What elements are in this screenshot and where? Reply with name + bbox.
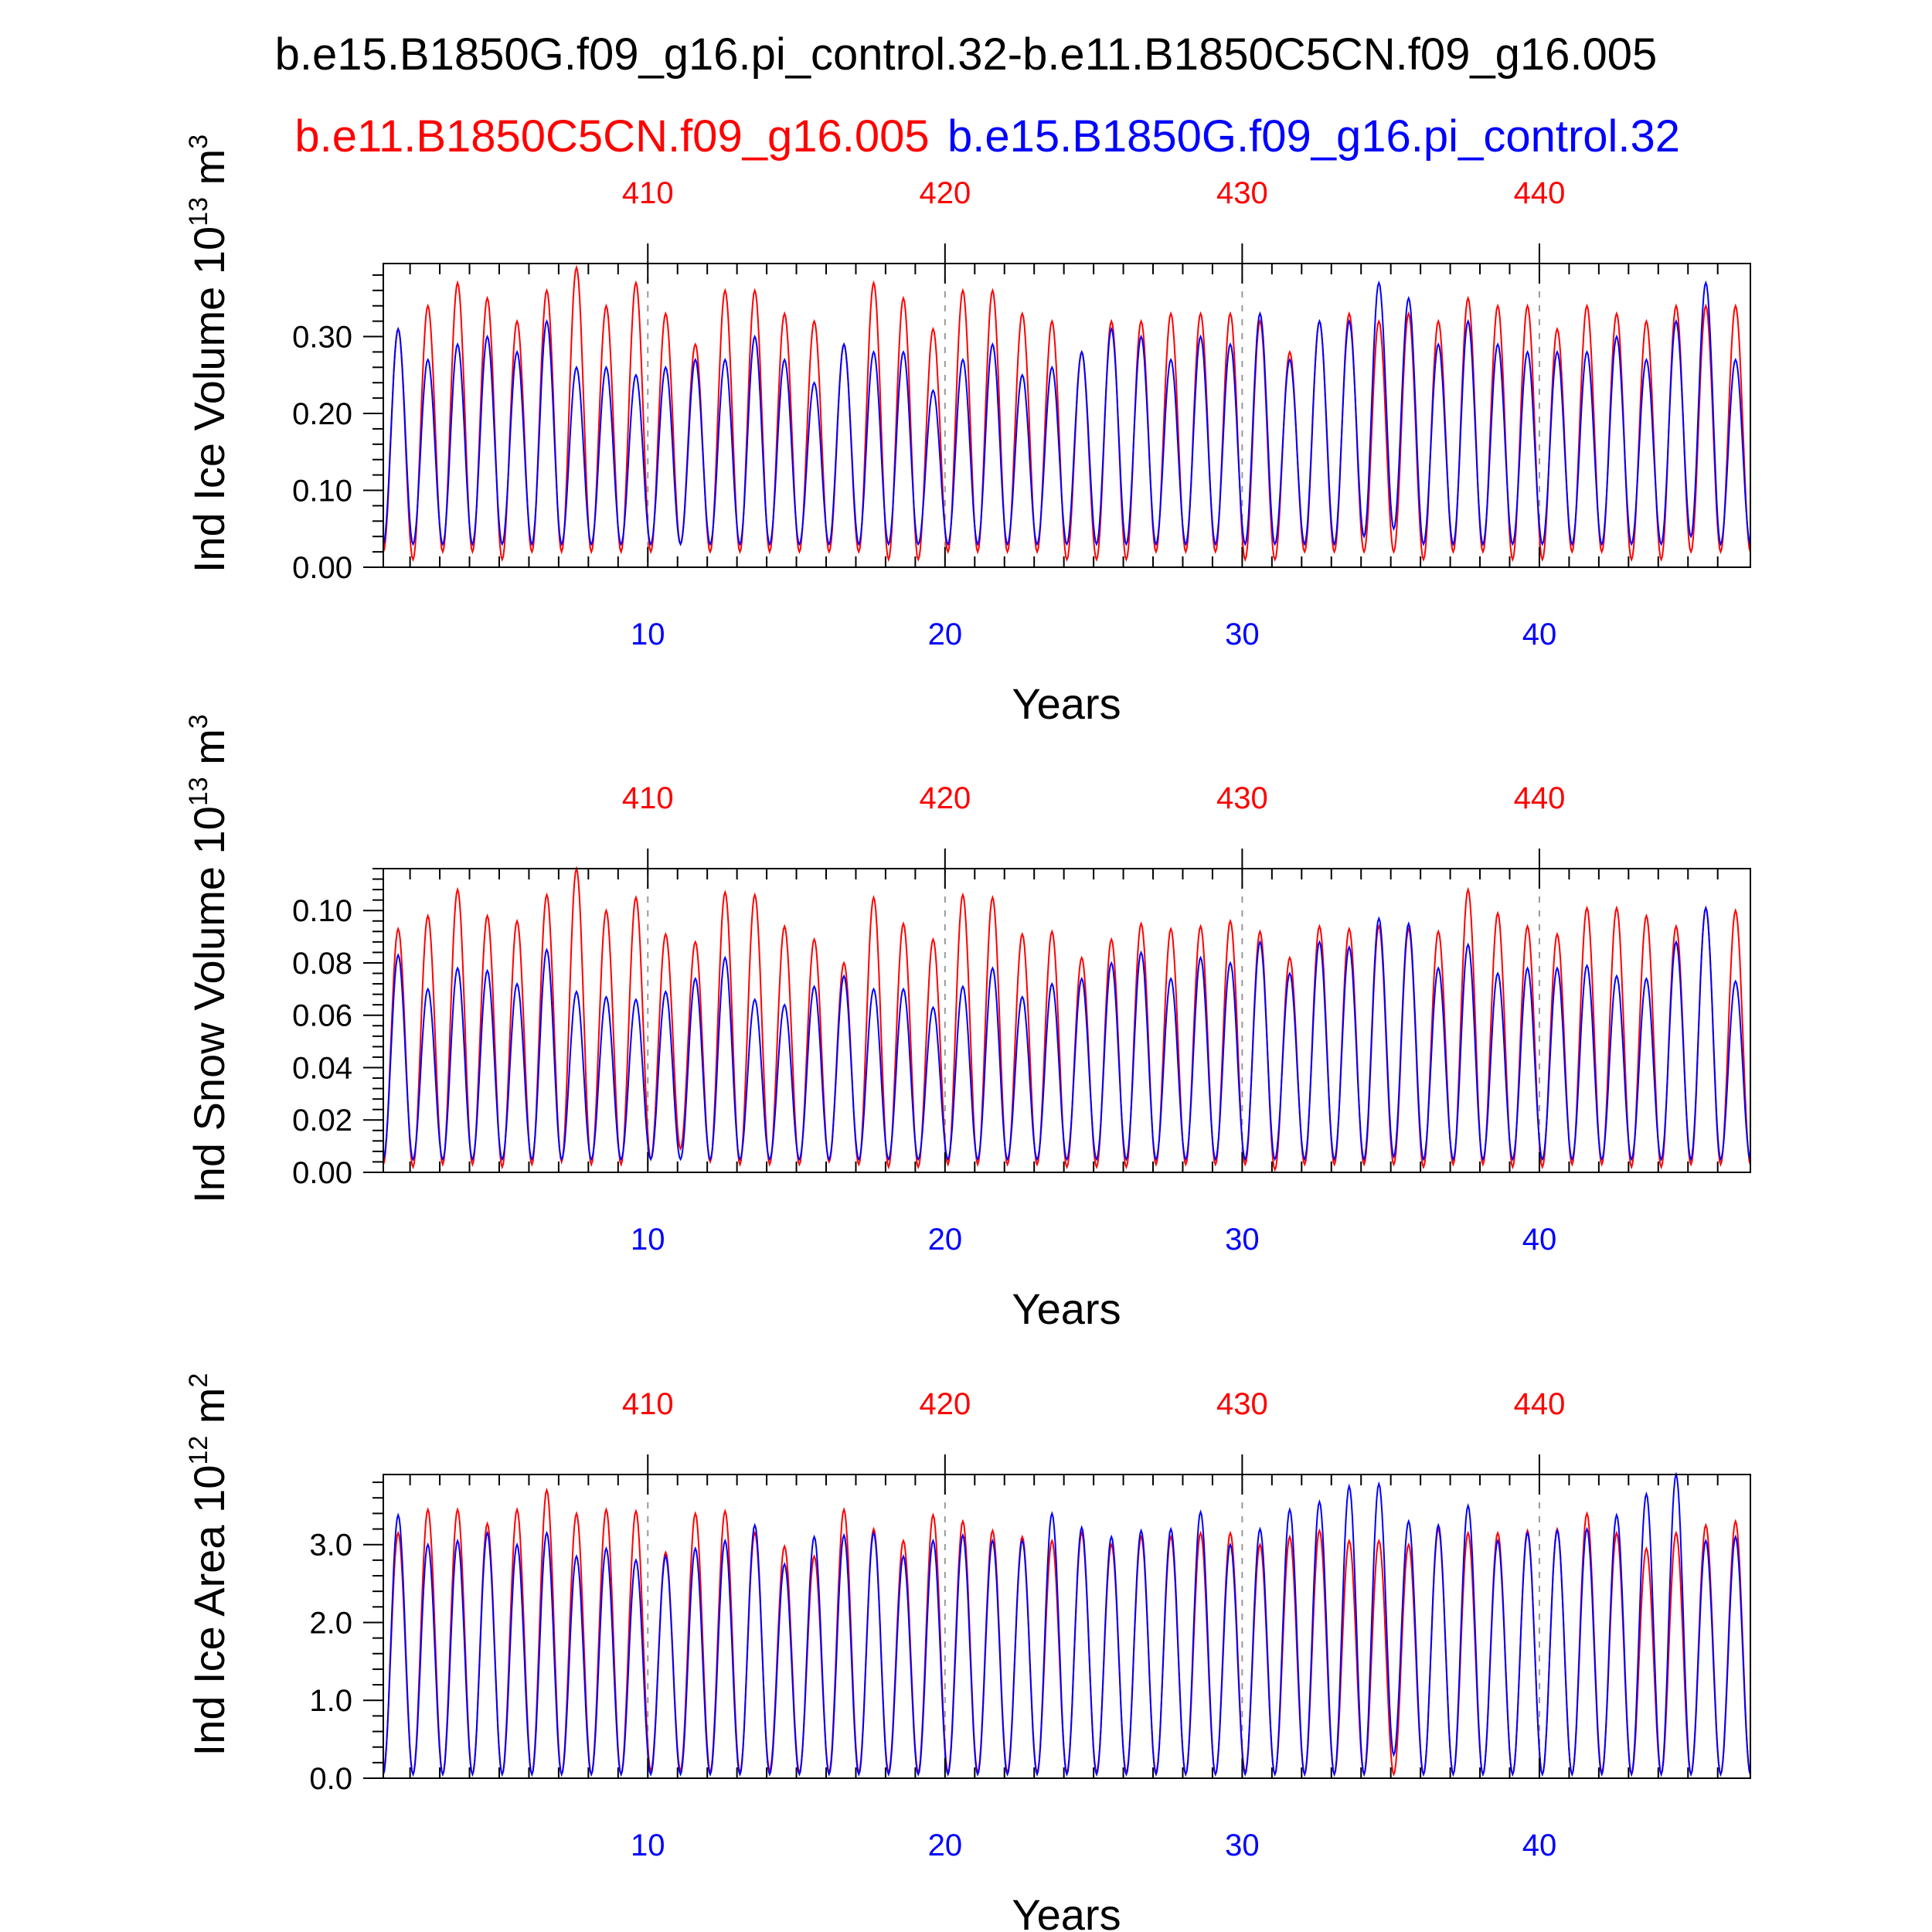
x-tick-label-top: 410 <box>622 781 674 815</box>
x-tick-label-bottom: 30 <box>1225 1828 1260 1862</box>
y-tick-label: 0.10 <box>292 474 352 509</box>
legend-blue-label: b.e15.B1850G.f09_g16.pi_control.32 <box>947 111 1680 162</box>
y-tick-label: 1.0 <box>309 1684 352 1718</box>
x-tick-label-bottom: 30 <box>1225 617 1260 651</box>
chart-panel-2: 0.00 0.02 0.04 0.06 0.08 0.10 10 20 30 40 410 420 43… <box>184 714 1751 1333</box>
x-tick-label-top: 440 <box>1514 176 1566 210</box>
figure-title: b.e15.B1850G.f09_g16.pi_control.32-b.e11… <box>275 29 1658 80</box>
y-tick-label: 0.06 <box>292 999 352 1033</box>
plot-frame <box>383 263 1751 568</box>
x-tick-label-bottom: 10 <box>631 1828 665 1862</box>
x-tick-label-top: 440 <box>1514 1387 1566 1421</box>
series-line-red <box>383 1487 1751 1777</box>
x-tick-label-top: 440 <box>1514 781 1566 815</box>
series-line-red <box>383 264 1751 563</box>
series-line-blue <box>383 905 1751 1162</box>
y-axis-label: Ind Ice Area 1012 m2 <box>184 1373 233 1757</box>
x-tick-label-top: 420 <box>919 1387 971 1421</box>
y-tick-label: 0.30 <box>292 321 352 355</box>
x-tick-label-bottom: 40 <box>1522 617 1557 651</box>
x-tick-label-top: 430 <box>1216 781 1268 815</box>
series-line-blue <box>383 1471 1751 1777</box>
y-tick-label: 2.0 <box>309 1606 352 1640</box>
legend-red-label: b.e11.B1850C5CN.f09_g16.005 <box>294 111 929 162</box>
x-tick-label-top: 430 <box>1216 176 1268 210</box>
series-line-blue <box>383 280 1751 547</box>
x-axis-label: Years <box>1012 1284 1121 1333</box>
y-tick-label: 3.0 <box>309 1529 352 1563</box>
x-tick-label-bottom: 30 <box>1225 1223 1260 1257</box>
x-tick-label-top: 420 <box>919 176 971 210</box>
y-axis-label: Ind Ice Volume 1013 m3 <box>184 134 233 573</box>
y-tick-label: 0.08 <box>292 947 352 981</box>
chart-panel-1: 0.00 0.10 0.20 0.30 10 20 30 40 410 420 430 440 Year… <box>184 134 1751 728</box>
x-tick-label-bottom: 20 <box>928 1223 963 1257</box>
x-axis-label: Years <box>1012 679 1121 728</box>
x-tick-label-bottom: 40 <box>1522 1223 1557 1257</box>
y-tick-label: 0.02 <box>292 1104 352 1138</box>
y-tick-label: 0.20 <box>292 397 352 431</box>
series-line-red <box>383 866 1751 1172</box>
x-tick-label-top: 410 <box>622 1387 674 1421</box>
panels: 0.00 0.10 0.20 0.30 10 20 30 40 410 420 430 440 Year… <box>184 134 1751 1932</box>
x-tick-label-bottom: 10 <box>631 1223 665 1257</box>
y-tick-label: 0.00 <box>292 551 352 585</box>
x-tick-label-bottom: 20 <box>928 1828 963 1862</box>
x-tick-label-bottom: 40 <box>1522 1828 1557 1862</box>
x-tick-label-top: 410 <box>622 176 674 210</box>
plot-frame <box>383 868 1751 1173</box>
y-tick-label: 0.00 <box>292 1156 352 1190</box>
plot-frame <box>383 1474 1751 1779</box>
x-tick-label-top: 430 <box>1216 1387 1268 1421</box>
y-tick-label: 0.04 <box>292 1051 352 1085</box>
x-axis-label: Years <box>1012 1890 1121 1932</box>
x-tick-label-top: 420 <box>919 781 971 815</box>
x-tick-label-bottom: 20 <box>928 617 963 651</box>
y-tick-label: 0.10 <box>292 894 352 928</box>
x-tick-label-bottom: 10 <box>631 617 665 651</box>
y-axis-label: Ind Snow Volume 1013 m3 <box>184 714 233 1203</box>
chart-panel-3: 0.0 1.0 2.0 3.0 10 20 30 40 410 420 430 440 Years Ind… <box>184 1373 1751 1932</box>
y-tick-label: 0.0 <box>309 1762 352 1796</box>
